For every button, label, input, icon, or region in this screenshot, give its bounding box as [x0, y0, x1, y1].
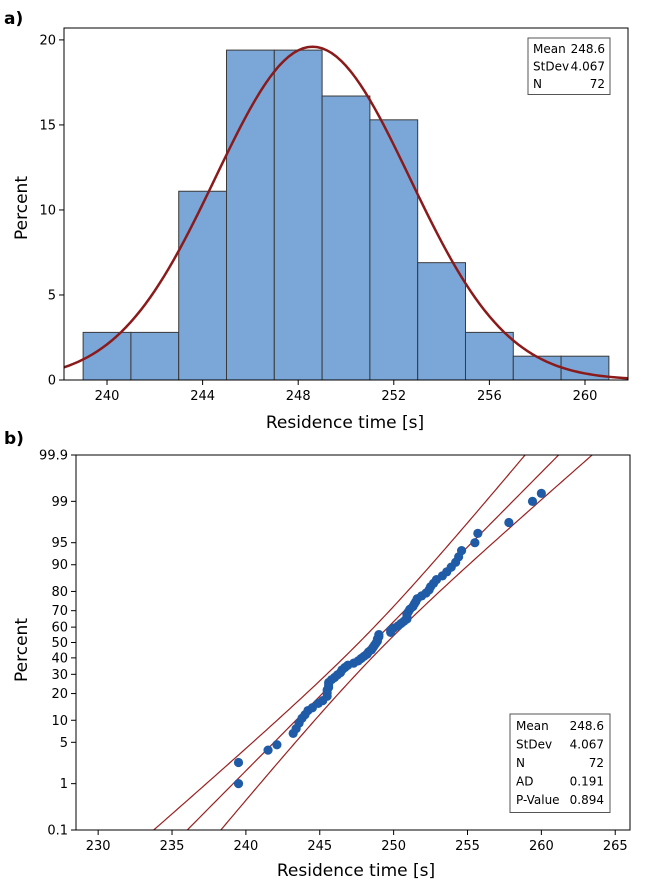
data-point-68	[473, 528, 483, 538]
y-tick-label-a-3: 15	[39, 118, 56, 133]
stats-legend-b: Mean 248.6 StDev 4.067 N 72 AD 0.191 P-Value 0.89…	[509, 713, 611, 813]
x-tick-label-a-2: 248	[286, 389, 311, 404]
y-tick-label-b-1: 1	[60, 777, 68, 792]
legend-box-a	[527, 37, 611, 95]
histogram-bar-1	[130, 331, 180, 381]
normal-fit-curve	[63, 45, 629, 380]
x-axis-ticks-a: 240 244 248 252 256 260	[95, 380, 598, 404]
y-tick-label-b-4: 20	[51, 687, 68, 702]
normal-fit-line	[63, 45, 629, 380]
ci-lower-line	[220, 455, 594, 830]
x-tick-label-a-5: 260	[573, 389, 598, 404]
data-point-1	[233, 757, 244, 768]
x-tick-label-b-7: 265	[603, 839, 628, 854]
legend-value-b-4: 0.894	[570, 793, 604, 807]
histogram-bar-5	[321, 95, 371, 381]
ci-upper-line	[152, 455, 526, 830]
x-tick-label-a-1: 244	[190, 389, 215, 404]
x-tick-label-b-5: 255	[455, 839, 480, 854]
y-axis-title-b: Percent	[12, 618, 32, 682]
legend-value-b-2: 72	[589, 756, 604, 770]
legend-value-b-1: 4.067	[570, 738, 604, 752]
y-tick-label-b-12: 95	[51, 536, 68, 551]
x-tick-label-b-1: 235	[160, 839, 185, 854]
legend-label-b-4: P-Value	[516, 793, 560, 807]
y-tick-label-b-8: 60	[51, 621, 68, 636]
y-tick-label-b-0: 0.1	[47, 824, 68, 839]
y-tick-label-a-4: 20	[39, 33, 56, 48]
x-axis-ticks-b: 230 235 240 245 250 255 260 265	[86, 830, 628, 854]
x-axis-title-a: Residence time [s]	[266, 413, 424, 433]
y-tick-label-b-7: 50	[51, 636, 68, 651]
data-point-2	[263, 745, 273, 755]
x-tick-label-b-4: 250	[381, 839, 406, 854]
panel-a-label: a)	[4, 9, 23, 29]
legend-label-b-2: N	[516, 756, 525, 770]
y-tick-label-b-13: 99	[51, 495, 68, 510]
data-points	[233, 488, 546, 789]
y-tick-label-b-9: 70	[51, 604, 68, 619]
data-point-71	[536, 488, 546, 499]
histogram-bars	[82, 49, 610, 381]
x-axis-title-b: Residence time [s]	[277, 861, 435, 881]
x-tick-label-a-3: 252	[381, 389, 406, 404]
data-point-39	[374, 629, 384, 640]
legend-value-b-3: 0.191	[570, 775, 604, 789]
plot-frame-a	[63, 27, 629, 381]
x-tick-label-a-0: 240	[95, 389, 120, 404]
y-tick-label-b-6: 40	[51, 651, 68, 666]
histogram-bar-4	[273, 49, 323, 381]
histogram-bar-7	[417, 262, 466, 381]
y-tick-label-b-14: 99.9	[39, 449, 68, 464]
legend-label-b-1: StDev	[516, 738, 552, 752]
histogram-bar-6	[369, 119, 419, 381]
x-tick-label-b-6: 260	[529, 839, 554, 854]
y-tick-label-b-5: 30	[51, 668, 68, 683]
legend-label-a-2: N	[533, 77, 542, 91]
histogram-bar-2	[178, 190, 228, 381]
data-point-0	[233, 779, 244, 789]
panel-b-label: b)	[4, 429, 24, 449]
x-tick-label-b-2: 240	[233, 839, 258, 854]
x-tick-label-a-4: 256	[477, 389, 502, 404]
legend-value-a-1: 4.067	[571, 60, 605, 74]
legend-label-b-3: AD	[516, 775, 533, 789]
plot-border-a	[63, 27, 629, 381]
data-point-70	[527, 496, 538, 506]
histogram-bar-3	[226, 49, 275, 381]
legend-label-a-1: StDev	[533, 60, 569, 74]
y-tick-label-a-1: 5	[48, 288, 56, 303]
y-tick-label-b-10: 80	[51, 585, 68, 600]
legend-label-b-0: Mean	[516, 719, 549, 733]
legend-label-a-0: Mean	[533, 42, 566, 56]
histogram-bar-8	[464, 331, 514, 381]
legend-box-b	[509, 713, 611, 813]
x-tick-label-b-0: 230	[86, 839, 111, 854]
data-point-67	[470, 538, 480, 548]
y-axis-title-a: Percent	[12, 176, 32, 240]
y-tick-label-b-2: 5	[60, 736, 68, 751]
histogram-panel: a) 0 5 10 15 20 240 244 248 252 256 260 Residence…	[4, 9, 629, 433]
x-tick-label-b-3: 245	[307, 839, 332, 854]
data-point-3	[272, 740, 282, 750]
y-tick-label-b-3: 10	[51, 714, 68, 729]
y-tick-label-a-0: 0	[48, 374, 56, 389]
data-point-66	[456, 546, 467, 556]
y-tick-label-a-2: 10	[39, 203, 56, 218]
legend-value-a-2: 72	[590, 77, 605, 91]
histogram-bar-9	[512, 355, 562, 381]
legend-value-a-0: 248.6	[571, 42, 605, 56]
legend-value-b-0: 248.6	[570, 719, 604, 733]
y-axis-ticks-a: 0 5 10 15 20	[39, 33, 64, 389]
data-point-69	[504, 517, 514, 528]
y-tick-label-b-11: 90	[51, 558, 68, 573]
